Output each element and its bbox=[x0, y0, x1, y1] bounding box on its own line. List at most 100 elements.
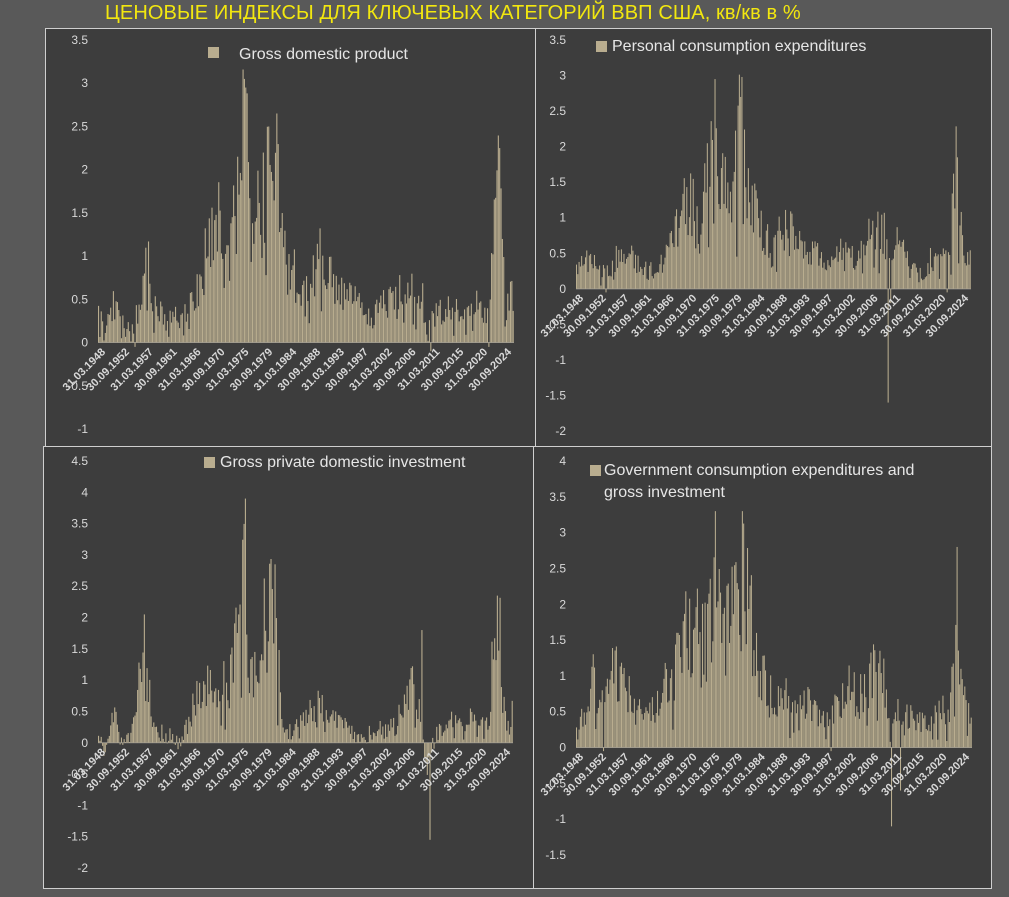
pce-bar bbox=[760, 210, 762, 289]
investment-bar bbox=[146, 668, 148, 743]
pce-bar bbox=[581, 256, 583, 289]
gdp-bar bbox=[484, 307, 486, 343]
investment-bar bbox=[281, 718, 283, 743]
gdp-bar bbox=[126, 329, 128, 343]
pce-bar bbox=[728, 213, 730, 289]
pce-bar bbox=[787, 238, 789, 289]
gdp-bar bbox=[322, 255, 324, 343]
pce-bar bbox=[686, 187, 688, 289]
gdp-bar bbox=[373, 325, 375, 343]
gdp-bar bbox=[473, 314, 475, 343]
investment-bar bbox=[223, 661, 225, 743]
government-bar bbox=[660, 702, 662, 748]
government-bar bbox=[879, 650, 881, 748]
government-bar bbox=[677, 632, 679, 748]
investment-bar bbox=[107, 738, 109, 743]
pce-bar bbox=[740, 96, 742, 289]
investment-bar bbox=[467, 724, 469, 743]
gdp-bar bbox=[388, 289, 390, 343]
investment-bar bbox=[116, 724, 118, 743]
investment-bar bbox=[265, 630, 267, 743]
pce-bar bbox=[833, 258, 835, 289]
pce-ytick-label: 0.5 bbox=[549, 246, 566, 260]
investment-bar bbox=[262, 660, 264, 743]
government-bar bbox=[689, 598, 691, 748]
gdp-bar bbox=[486, 308, 489, 343]
government-bar bbox=[923, 718, 925, 748]
government-bar bbox=[637, 705, 639, 748]
pce-bar bbox=[729, 191, 731, 289]
pce-bar bbox=[895, 245, 897, 289]
investment-bar bbox=[199, 682, 201, 743]
government-bar bbox=[585, 724, 587, 748]
gdp-bar bbox=[296, 292, 298, 343]
government-bar bbox=[824, 727, 826, 748]
pce-bar bbox=[804, 241, 806, 289]
gdp-bar bbox=[135, 305, 137, 343]
investment-bar bbox=[244, 498, 246, 743]
government-bar bbox=[691, 673, 693, 748]
government-bar bbox=[934, 705, 936, 748]
pce-bar bbox=[951, 193, 953, 289]
pce-ytick-label: -2 bbox=[555, 424, 566, 438]
investment-bar bbox=[138, 662, 140, 743]
investment-bar bbox=[256, 681, 259, 743]
investment-bar bbox=[189, 721, 191, 743]
investment-bar bbox=[355, 742, 357, 743]
investment-bar bbox=[371, 739, 373, 743]
pce-bar bbox=[588, 255, 590, 289]
government-bar bbox=[798, 730, 800, 748]
investment-bar bbox=[438, 723, 440, 743]
investment-bar bbox=[162, 738, 164, 743]
government-bar bbox=[618, 701, 620, 748]
investment-bar bbox=[351, 725, 353, 743]
gdp-bar bbox=[103, 340, 105, 343]
gdp-bar bbox=[161, 306, 163, 343]
pce-bar bbox=[779, 230, 781, 289]
government-bar bbox=[723, 607, 725, 748]
pce-bar bbox=[710, 121, 712, 289]
investment-bar bbox=[424, 742, 426, 758]
investment-bar bbox=[201, 701, 203, 743]
gdp-bar bbox=[477, 309, 479, 343]
gdp-bar bbox=[107, 313, 109, 343]
investment-bar bbox=[492, 659, 494, 743]
pce-bar bbox=[872, 220, 874, 289]
government-ytick-label: 3.5 bbox=[549, 490, 566, 504]
pce-bar bbox=[693, 221, 696, 289]
gdp-bar bbox=[239, 172, 241, 343]
pce-ytick-label: -1.5 bbox=[545, 388, 566, 402]
pce-bar bbox=[767, 224, 769, 289]
pce-bar bbox=[708, 247, 710, 289]
investment-bar bbox=[415, 709, 418, 743]
gdp-bar bbox=[162, 324, 164, 343]
pce-bar bbox=[861, 273, 864, 289]
government-bar bbox=[641, 714, 643, 748]
gdp-bar bbox=[278, 232, 281, 343]
investment-bar bbox=[239, 604, 241, 743]
pce-bar bbox=[773, 237, 775, 289]
government-bar bbox=[705, 681, 707, 748]
government-bar bbox=[920, 731, 922, 748]
pce-bar bbox=[658, 272, 660, 289]
pce-bar bbox=[794, 249, 796, 289]
pce-bar bbox=[944, 253, 946, 289]
gdp-bar bbox=[491, 253, 493, 343]
pce-bar bbox=[797, 249, 799, 289]
government-bar bbox=[646, 710, 648, 748]
gdp-bar bbox=[235, 253, 237, 343]
pce-bar bbox=[956, 157, 958, 289]
gdp-bar bbox=[204, 228, 206, 343]
gdp-bar bbox=[111, 321, 113, 343]
pce-bar bbox=[770, 267, 772, 289]
investment-bar bbox=[275, 618, 277, 743]
gdp-bar bbox=[455, 298, 458, 343]
pce-bar bbox=[881, 214, 883, 289]
gdp-bar bbox=[508, 310, 510, 343]
pce-bar bbox=[624, 263, 626, 289]
pce-bar bbox=[586, 250, 588, 289]
investment-bar bbox=[401, 715, 403, 743]
pce-bar bbox=[811, 241, 813, 289]
gdp-bar bbox=[176, 320, 178, 343]
pce-bar bbox=[858, 250, 860, 289]
